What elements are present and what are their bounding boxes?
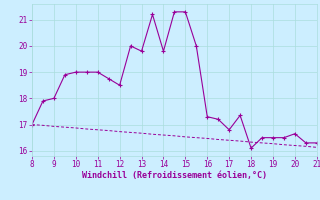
X-axis label: Windchill (Refroidissement éolien,°C): Windchill (Refroidissement éolien,°C): [82, 171, 267, 180]
